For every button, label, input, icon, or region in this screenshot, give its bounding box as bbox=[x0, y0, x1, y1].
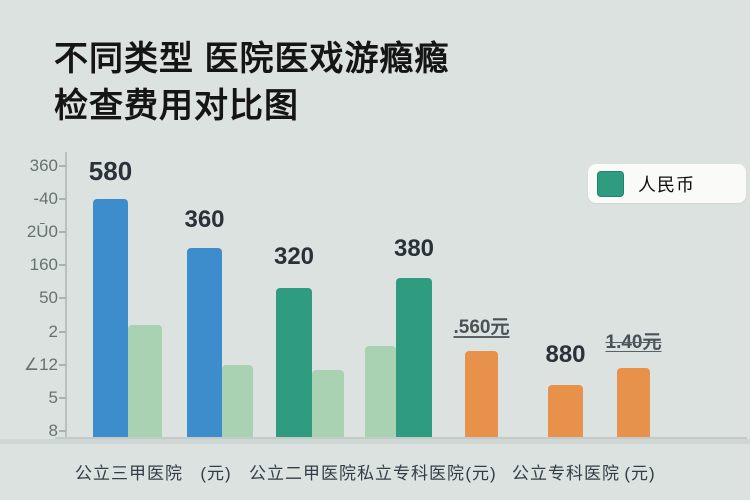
bar-value-label: 360 bbox=[184, 206, 225, 233]
y-tick-mark bbox=[59, 430, 66, 432]
y-tick-label: 2Ū0 bbox=[26, 222, 58, 241]
legend: 人民币 bbox=[588, 164, 746, 203]
bar-value-label: 580 bbox=[88, 156, 133, 186]
y-tick-label: 160 bbox=[29, 255, 58, 274]
bar-value-label: 880 bbox=[545, 341, 586, 368]
y-tick-mark bbox=[59, 331, 66, 333]
y-tick-mark bbox=[59, 165, 66, 167]
y-tick-mark bbox=[59, 264, 66, 266]
y-tick-mark bbox=[59, 397, 66, 399]
chart-title-line2: 检查费用对比图 bbox=[54, 87, 299, 125]
x-axis-label: 公立专科医院 bbox=[512, 464, 620, 483]
bar-value-label: .560元 bbox=[453, 317, 510, 338]
bar bbox=[548, 385, 583, 438]
bar bbox=[222, 365, 253, 438]
y-tick-label: 50 bbox=[39, 288, 58, 307]
bar bbox=[187, 248, 222, 438]
y-tick-label: 5 bbox=[48, 388, 58, 407]
y-tick-mark bbox=[59, 297, 66, 299]
x-axis-shadow bbox=[0, 439, 750, 444]
x-axis-label: 公立三甲医院 bbox=[75, 464, 183, 483]
x-axis-label: (元) bbox=[200, 464, 232, 483]
x-axis-label: (元) bbox=[624, 464, 656, 483]
x-axis-label: 公立二甲医院 bbox=[249, 464, 357, 483]
bar-value-label: 1.40元 bbox=[605, 332, 662, 353]
x-axis-label: (元) bbox=[465, 464, 497, 483]
y-axis-line bbox=[65, 152, 67, 438]
y-tick-label: 360 bbox=[29, 156, 58, 175]
bar bbox=[617, 368, 650, 438]
legend-swatch-icon bbox=[597, 170, 624, 197]
y-tick-mark bbox=[59, 198, 66, 200]
chart-title-line1: 不同类型 医院医戏游瘾瘾 bbox=[54, 40, 450, 78]
y-tick-label: 8 bbox=[48, 421, 58, 440]
bar bbox=[276, 288, 312, 438]
bar bbox=[365, 346, 396, 438]
y-tick-mark bbox=[59, 231, 66, 233]
bar bbox=[312, 370, 344, 438]
bar bbox=[128, 325, 162, 438]
y-tick-label: ∠12 bbox=[23, 355, 58, 374]
y-tick-label: -40 bbox=[33, 189, 58, 208]
chart-title: 不同类型 医院医戏游瘾瘾 检查费用对比图 bbox=[54, 36, 449, 130]
bar bbox=[396, 278, 432, 438]
legend-label: 人民币 bbox=[638, 174, 695, 195]
y-tick-mark bbox=[59, 364, 66, 366]
y-tick-label: 2 bbox=[48, 322, 58, 341]
bar bbox=[465, 351, 498, 438]
bar bbox=[93, 199, 128, 438]
bar-value-label: 320 bbox=[273, 243, 315, 270]
bar-value-label: 380 bbox=[393, 235, 435, 262]
x-axis-line bbox=[55, 437, 747, 439]
x-axis-label: 私立专科医院 bbox=[357, 464, 465, 483]
